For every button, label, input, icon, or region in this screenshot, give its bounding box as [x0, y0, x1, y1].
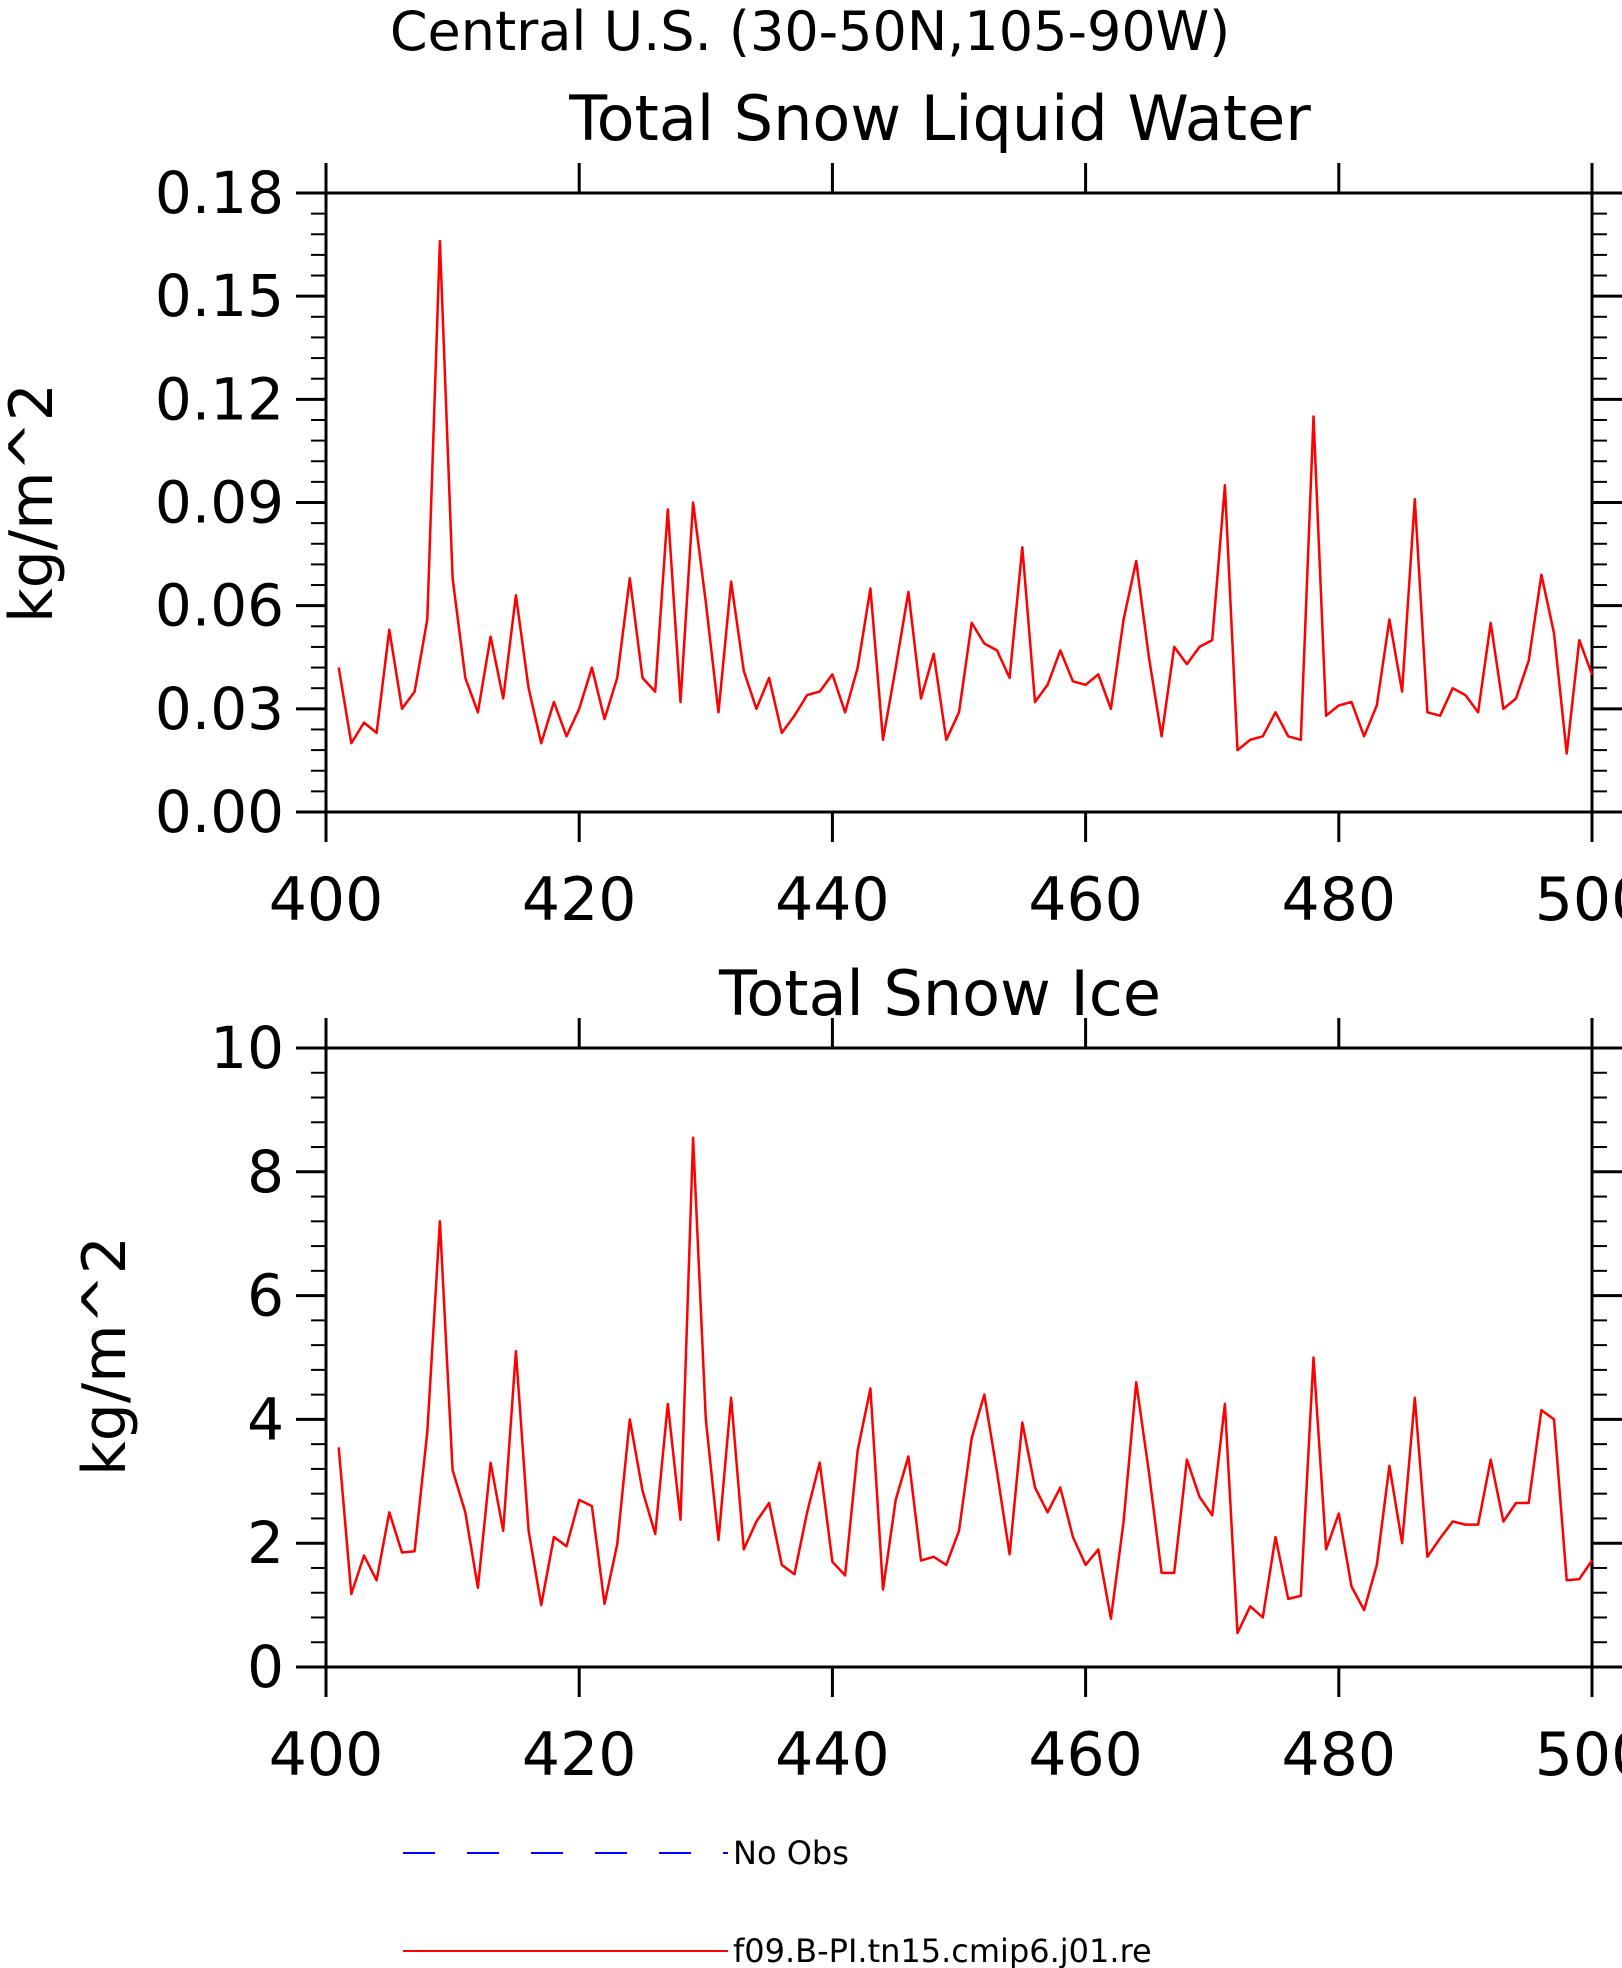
panel-1-series-line	[337, 239, 1594, 755]
panel-1-plot: 400 420 440 460 480 500 0.00 0.03 0.06 0.09 0.12 0.…	[155, 159, 1622, 935]
legend-model-label: f09.B-PI.tn15.cmip6.j01.re	[733, 1932, 1152, 1968]
panel-2-series-line	[337, 1136, 1594, 1635]
panel-2-frame	[324, 1046, 1594, 1669]
panel-1-x-tick-label: 440	[775, 865, 890, 935]
panel-2-plot: 400 420 440 460 480 500 0 2 4 6 8 10	[210, 1014, 1622, 1790]
panel-1-x-tick-label: 420	[522, 865, 637, 935]
panel-1-y-tick-label: 0.00	[155, 778, 284, 846]
panel-2-x-tick-label: 400	[269, 1720, 384, 1790]
panel-2-y-tick-label: 4	[247, 1385, 284, 1453]
panel-2-x-tick-label: 500	[1535, 1720, 1622, 1790]
panel-1-x-tick-label: 460	[1028, 865, 1143, 935]
panel-1-frame	[324, 191, 1594, 814]
legend: No Obs f09.B-PI.tn15.cmip6.j01.re	[403, 1834, 1152, 1968]
panel-2-y-tick-label: 10	[210, 1014, 284, 1082]
panel-1-y-axis-label: kg/m^2	[0, 383, 67, 623]
panel-1-title: Total Snow Liquid Water	[568, 82, 1311, 155]
legend-obs-label: No Obs	[733, 1834, 849, 1872]
panel-1-y-tick-label: 0.15	[155, 262, 284, 330]
panel-1-y-tick-label: 0.06	[155, 572, 284, 640]
panel-2-x-tick-label: 440	[775, 1720, 890, 1790]
panel-1-y-tick-label: 0.09	[155, 469, 284, 537]
panel-1-y-tick-label: 0.03	[155, 675, 284, 743]
figure-title: Central U.S. (30-50N,105-90W)	[390, 0, 1230, 63]
panel-1-y-tick-label: 0.12	[155, 365, 284, 433]
panel-1-x-tick-label: 480	[1282, 865, 1397, 935]
panel-2-y-tick-label: 6	[247, 1262, 284, 1330]
panel-2-y-axis-label: kg/m^2	[70, 1236, 140, 1476]
panel-2-y-tick-label: 8	[247, 1138, 284, 1206]
panel-2-y-tick-label: 2	[247, 1509, 284, 1577]
panel-2-title: Total Snow Ice	[718, 957, 1161, 1030]
panel-2-y-tick-label: 0	[247, 1633, 284, 1701]
panel-1-x-tick-label: 400	[269, 865, 384, 935]
panel-2-x-tick-label: 460	[1028, 1720, 1143, 1790]
panel-2-x-tick-label: 480	[1282, 1720, 1397, 1790]
panel-2-x-tick-label: 420	[522, 1720, 637, 1790]
panel-1-y-tick-label: 0.18	[155, 159, 284, 227]
panel-1-x-tick-label: 500	[1535, 865, 1622, 935]
